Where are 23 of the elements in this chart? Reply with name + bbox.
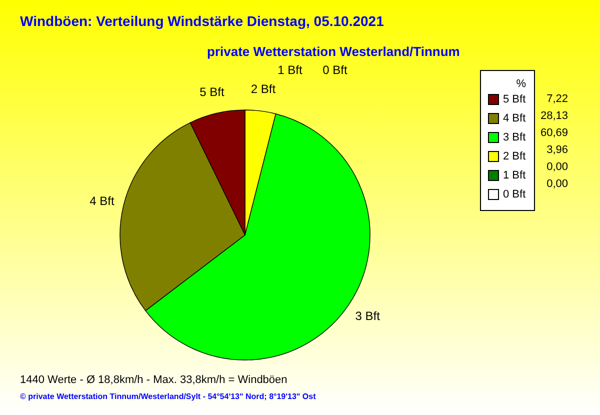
chart-title: Windböen: Verteilung Windstärke Dienstag, 05.10.2021 [20, 13, 384, 29]
legend-label: 3 Bft [503, 132, 526, 144]
legend-label: 0 Bft [503, 188, 526, 200]
legend-title: % [516, 78, 526, 90]
chart-subtitle: private Wetterstation Westerland/Tinnum [207, 44, 460, 59]
data-label: 3,96 [546, 144, 568, 156]
text: © private Wetterstation Tinnum/Westerland/Sylt - 54°54'13" Nord; 8°19'13" Ost [20, 392, 316, 401]
data-label: 28,13 [540, 110, 568, 122]
category-label: 1 Bft [278, 63, 302, 77]
text: 0,00 [546, 161, 568, 173]
slice-label: 5 Bft [200, 84, 225, 99]
slice-label: 4 Bft [90, 194, 115, 208]
legend-label: 2 Bft [503, 150, 526, 162]
slice-label: 2 Bft [250, 82, 276, 96]
legend-label: 1 Bft [503, 170, 526, 182]
slice-label: 3 Bft [355, 309, 381, 324]
text: 0,00 [546, 178, 568, 190]
legend-label: 5 Bft [503, 94, 526, 106]
legend-label: 4 Bft [503, 112, 526, 124]
category-label: 0 Bft [322, 63, 348, 77]
text: 1440 Werte - Ø 18,8km/h - Max. 33,8km/h = Windböen [20, 374, 288, 386]
data-label: 7,22 [546, 93, 568, 105]
data-label: 60,69 [540, 127, 568, 139]
